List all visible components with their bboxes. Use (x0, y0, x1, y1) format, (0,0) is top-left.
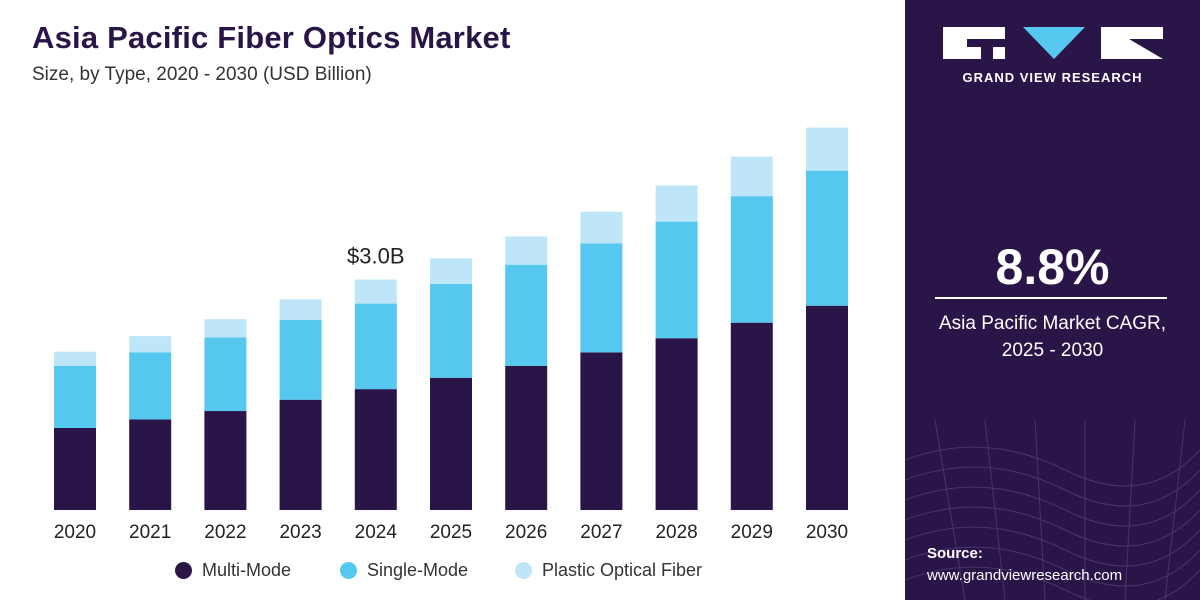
bar-segment-2029-plastic-optical-fiber (730, 156, 773, 197)
x-tick-label: 2022 (204, 522, 246, 543)
bar-segment-2020-multi-mode (54, 428, 96, 510)
x-tick-label: 2029 (731, 522, 773, 543)
cagr-label-line1: Asia Pacific Market CAGR, (939, 313, 1166, 334)
source-url[interactable]: www.grandviewresearch.com (927, 567, 1123, 584)
bar-segment-2021-plastic-optical-fiber (129, 336, 172, 353)
source-note: Source: www.grandviewresearch.com (927, 543, 1122, 587)
bar-segment-2024-plastic-optical-fiber (354, 279, 397, 304)
brand-name: GRAND VIEW RESEARCH (962, 70, 1143, 85)
bar-segment-2021-single-mode (129, 352, 172, 420)
bar-segment-2029-multi-mode (730, 322, 773, 510)
bar-segment-2026-plastic-optical-fiber (505, 236, 548, 265)
bar-segment-2022-single-mode (204, 337, 247, 412)
wave-pattern-decoration (905, 420, 1200, 600)
bar-segment-2025-multi-mode (430, 377, 472, 510)
bar-segment-2026-multi-mode (505, 365, 548, 510)
x-tick-label: 2024 (355, 522, 398, 543)
legend-swatch (515, 562, 532, 579)
x-tick-label: 2021 (129, 522, 171, 543)
x-tick-label: 2028 (655, 522, 697, 543)
bar-segment-2030-multi-mode (806, 305, 848, 510)
x-tick-label: 2020 (54, 522, 96, 543)
bar-segment-2020-plastic-optical-fiber (54, 351, 96, 366)
bar-segment-2028-single-mode (655, 221, 698, 339)
bar-segment-2023-plastic-optical-fiber (279, 299, 322, 320)
bar-segment-2030-single-mode (806, 170, 848, 306)
legend-item-multi-mode: Multi-Mode (175, 560, 291, 581)
legend-swatch (340, 562, 357, 579)
grand-view-research-logo (943, 27, 1163, 59)
legend-item-single-mode: Single-Mode (340, 560, 468, 581)
stacked-bar-chart: 2020 2021 2022 2023 2024 $3.0B 2025 2026 2027 202… (54, 127, 848, 543)
data-label-annotation: $3.0B (347, 244, 405, 269)
bar-segment-2023-multi-mode (279, 399, 322, 510)
chart-legend: Multi-Mode Single-Mode Plastic Optical Fib… (0, 560, 905, 590)
bar-segment-2027-single-mode (580, 243, 623, 353)
bar-segment-2022-multi-mode (204, 411, 247, 510)
bar-segment-2024-multi-mode (354, 389, 397, 510)
bar-segment-2022-plastic-optical-fiber (204, 319, 247, 338)
info-sidebar: GRAND VIEW RESEARCH 8.8% Asia Pacific Ma… (905, 0, 1200, 600)
bar-segment-2028-plastic-optical-fiber (655, 185, 698, 222)
bar-segment-2020-single-mode (54, 365, 96, 428)
bar-segment-2027-multi-mode (580, 352, 623, 510)
cagr-value: 8.8% (995, 239, 1110, 295)
bar-segment-2026-single-mode (505, 264, 548, 366)
source-label: Source: (927, 545, 983, 562)
bar-segment-2025-single-mode (430, 283, 472, 378)
bar-segment-2028-multi-mode (655, 338, 698, 510)
x-tick-label: 2026 (505, 522, 547, 543)
legend-label: Multi-Mode (202, 560, 292, 580)
bar-segment-2027-plastic-optical-fiber (580, 211, 623, 244)
chart-subtitle: Size, by Type, 2020 - 2030 (USD Billion) (32, 64, 372, 85)
chart-title: Asia Pacific Fiber Optics Market (32, 20, 511, 55)
x-tick-label: 2030 (806, 522, 848, 543)
legend-swatch (175, 562, 192, 579)
cagr-divider (935, 297, 1167, 299)
bar-segment-2021-multi-mode (129, 419, 172, 510)
legend-label: Plastic Optical Fiber (542, 560, 703, 580)
legend-label: Single-Mode (367, 560, 469, 580)
bar-segment-2029-single-mode (730, 196, 773, 323)
x-tick-label: 2023 (279, 522, 321, 543)
x-tick-label: 2025 (430, 522, 472, 543)
cagr-label: Asia Pacific Market CAGR, 2025 - 2030 (905, 310, 1200, 364)
chart-panel: Asia Pacific Fiber Optics Market Size, b… (0, 20, 905, 590)
bar-segment-2023-single-mode (279, 319, 322, 400)
bar-segment-2025-plastic-optical-fiber (430, 258, 472, 284)
cagr-label-line2: 2025 - 2030 (1001, 340, 1104, 361)
bar-segment-2030-plastic-optical-fiber (806, 127, 848, 171)
legend-item-plastic-optical-fiber: Plastic Optical Fiber (515, 560, 702, 581)
x-tick-label: 2027 (580, 522, 622, 543)
bar-segment-2024-single-mode (354, 303, 397, 390)
